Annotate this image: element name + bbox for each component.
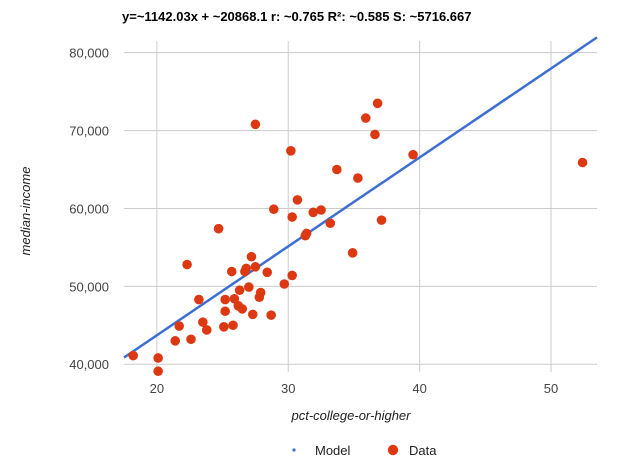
data-point [198,317,208,327]
x-tick-label: 50 [544,381,558,396]
data-point [244,282,254,292]
data-point [246,251,257,262]
y-tick-label: 80,000 [69,46,109,61]
data-point [376,215,387,225]
chart-grid [124,41,597,372]
data-point [220,306,230,317]
model-line [123,36,598,359]
tick-labels: 20 30 40 50 40,000 50,000 60,000 70,000 80,000 [69,46,558,396]
data-point [250,262,261,272]
data-point [408,149,418,160]
data-point [262,267,273,278]
legend-model-label: Model [315,443,351,458]
data-point [332,164,342,175]
data-point [186,334,196,345]
regression-stats: y=~1142.03x + ~20868.1 r: ~0.765 R²: ~0.… [122,9,471,24]
data-point [316,205,326,215]
data-point [353,173,363,183]
data-point [220,294,230,305]
data-point [287,212,297,222]
chart-legend: Model Data [292,443,437,458]
data-point [308,207,319,218]
data-point [268,204,279,215]
x-tick-label: 40 [412,381,426,396]
data-point [234,285,245,296]
data-point [360,113,371,123]
data-point [153,353,163,363]
data-point [301,228,312,239]
data-point [228,320,238,331]
y-tick-label: 50,000 [69,279,109,294]
data-point [370,129,380,140]
data-points-layer [128,98,588,377]
data-point [174,321,184,331]
data-point [153,366,163,377]
y-tick-label: 60,000 [69,201,109,216]
legend-data-label: Data [409,443,437,458]
data-point [170,336,181,346]
data-point [237,304,248,314]
data-point [213,223,224,234]
y-tick-label: 70,000 [69,124,109,139]
legend-data-marker [387,444,399,456]
data-point [241,263,251,274]
data-point [128,350,138,361]
data-point [279,279,290,289]
data-point [229,293,240,304]
data-point [372,98,383,109]
data-point [347,248,358,258]
data-point [292,195,303,205]
x-axis-title: pct-college-or-higher [291,408,412,423]
data-point [286,146,296,156]
data-point [226,266,237,277]
data-point [255,287,266,298]
y-axis-title: median-income [18,167,33,256]
data-point [266,310,276,320]
x-tick-label: 20 [150,381,164,396]
data-point [250,119,261,130]
y-tick-label: 40,000 [69,357,109,372]
data-point [325,218,336,229]
data-point [219,322,229,332]
data-point [194,294,204,305]
data-point [247,309,258,320]
legend-model-marker [292,448,296,452]
data-point [287,270,297,281]
x-tick-label: 30 [281,381,295,396]
data-point [577,157,588,168]
data-point [182,259,192,270]
model-line-layer [123,36,598,359]
data-point [201,325,212,335]
